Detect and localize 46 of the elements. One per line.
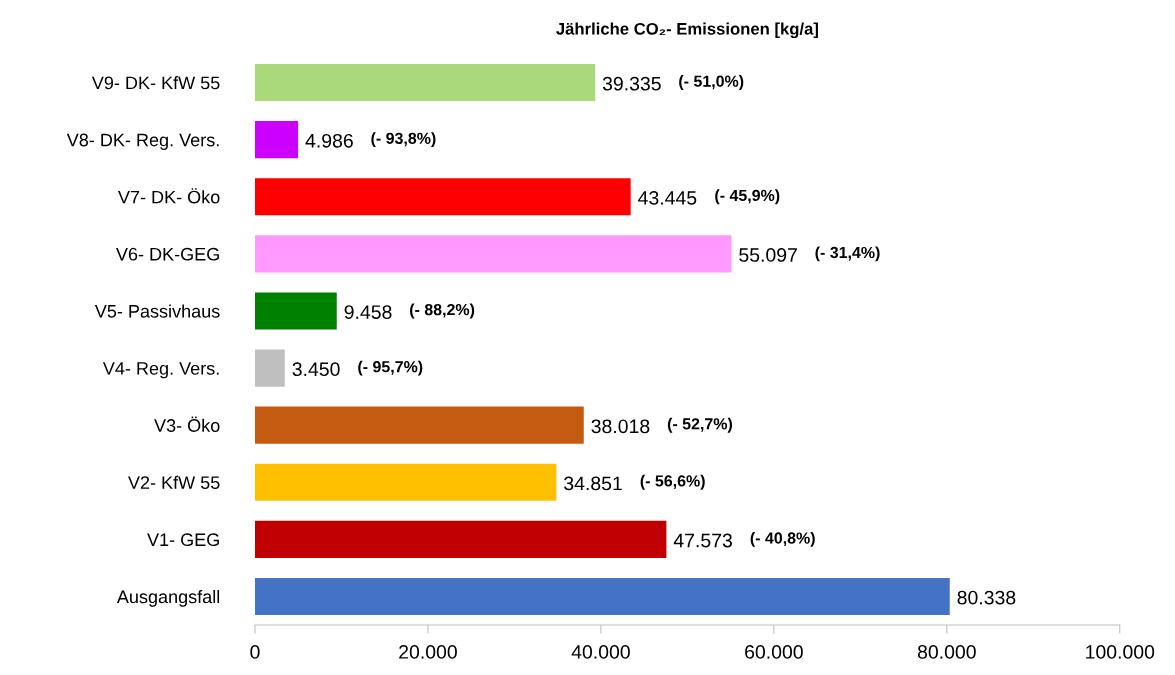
y-tick-label: V9- DK- KfW 55 <box>91 76 220 90</box>
annotation: (- 51,0%) <box>679 75 744 90</box>
bar <box>254 63 596 102</box>
bar <box>254 463 557 501</box>
x-tick-label: 20.000 <box>399 645 457 659</box>
bar <box>254 235 732 273</box>
data-label: 55.097 <box>739 248 797 262</box>
annotation: (- 40,8%) <box>750 531 815 547</box>
annotation: (- 52,7%) <box>667 417 732 433</box>
chart-title: Jährliche CO₂- Emissionen [kg/a] <box>556 22 818 39</box>
annotation: (- 95,7%) <box>358 360 423 376</box>
data-label: 43.445 <box>638 190 697 205</box>
annotation: (- 93,8%) <box>371 132 436 148</box>
annotation: (- 56,6%) <box>640 474 705 490</box>
data-label: 9.458 <box>344 305 392 319</box>
data-label: 3.450 <box>292 362 340 377</box>
y-tick-label: V6- DK-GEG <box>115 247 219 261</box>
y-tick-label: V4- Reg. Vers. <box>102 362 219 379</box>
data-label: 4.986 <box>305 133 353 148</box>
annotation: (- 45,9%) <box>715 189 780 205</box>
data-label: 47.573 <box>673 533 732 548</box>
y-tick-label: V1- GEG <box>147 533 219 547</box>
y-tick-label: V3- Öko <box>154 416 220 432</box>
annotation: (- 88,2%) <box>410 303 475 319</box>
bar <box>254 577 950 616</box>
x-tick-label: 40.000 <box>571 645 630 659</box>
y-tick-label: V2- KfW 55 <box>128 475 220 490</box>
bar <box>254 178 631 216</box>
bar <box>254 349 285 387</box>
y-tick-label: Ausgangsfall <box>116 589 220 607</box>
bar <box>254 406 584 444</box>
data-label: 80.338 <box>957 590 1016 605</box>
x-tick-label: 0 <box>250 645 260 659</box>
x-tick-label: 60.000 <box>745 645 803 659</box>
y-tick-label: V5- Passivhaus <box>94 304 220 318</box>
bar <box>254 292 337 330</box>
y-tick-label: V8- DK- Reg. Vers. <box>66 133 219 150</box>
data-label: 38.018 <box>591 419 650 434</box>
x-tick-label: 80.000 <box>917 645 976 659</box>
annotation: (- 31,4%) <box>815 246 880 262</box>
y-tick-label: V7- DK- Öko <box>118 188 220 204</box>
bar <box>254 121 299 159</box>
bar <box>254 520 667 558</box>
x-tick-label: 100.000 <box>1086 645 1155 659</box>
data-label: 39.335 <box>602 76 661 91</box>
data-label: 34.851 <box>564 476 622 491</box>
